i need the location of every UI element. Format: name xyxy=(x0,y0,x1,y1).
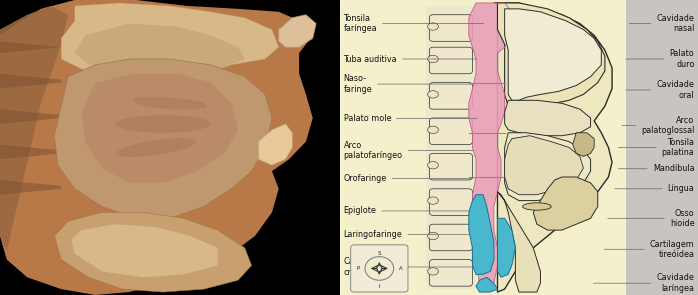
Text: Epiglote: Epiglote xyxy=(343,206,484,215)
FancyBboxPatch shape xyxy=(429,153,473,180)
Polygon shape xyxy=(476,277,498,292)
Text: Cartilagem
tireóidea: Cartilagem tireóidea xyxy=(604,240,695,259)
Ellipse shape xyxy=(428,55,438,63)
Text: Cavidade
oral: Cavidade oral xyxy=(625,80,695,100)
Ellipse shape xyxy=(116,138,197,157)
Polygon shape xyxy=(61,3,279,77)
Text: Laringofaringe: Laringofaringe xyxy=(343,230,480,239)
Text: Cartilagem
cricóidea: Cartilagem cricóidea xyxy=(343,257,473,277)
Polygon shape xyxy=(258,124,292,165)
Text: Tonsila
palatina: Tonsila palatina xyxy=(618,138,695,157)
Ellipse shape xyxy=(428,232,438,240)
FancyBboxPatch shape xyxy=(429,15,473,41)
Text: Arco
palatofaríngeo: Arco palatofaríngeo xyxy=(343,141,473,160)
Bar xyxy=(340,0,626,295)
Circle shape xyxy=(365,257,394,280)
FancyBboxPatch shape xyxy=(429,189,473,215)
Ellipse shape xyxy=(428,23,438,30)
Polygon shape xyxy=(0,6,68,251)
Polygon shape xyxy=(469,3,512,283)
Ellipse shape xyxy=(428,162,438,169)
Text: Naso-
faringe: Naso- faringe xyxy=(343,74,473,94)
Polygon shape xyxy=(498,218,515,277)
Polygon shape xyxy=(0,0,313,295)
FancyBboxPatch shape xyxy=(429,260,473,286)
Polygon shape xyxy=(505,9,601,100)
Polygon shape xyxy=(572,133,594,156)
Text: A: A xyxy=(399,266,403,271)
Polygon shape xyxy=(0,41,61,53)
Polygon shape xyxy=(505,133,591,201)
Ellipse shape xyxy=(523,203,551,210)
Bar xyxy=(426,6,476,289)
Polygon shape xyxy=(533,177,597,230)
Text: Língua: Língua xyxy=(615,184,695,193)
Polygon shape xyxy=(71,224,218,277)
FancyBboxPatch shape xyxy=(429,83,473,109)
Text: S: S xyxy=(378,251,381,255)
Text: Cavidade
laríngea: Cavidade laríngea xyxy=(593,273,695,293)
Bar xyxy=(626,0,698,295)
Text: P: P xyxy=(356,266,359,271)
Polygon shape xyxy=(54,59,272,218)
Text: Palato mole: Palato mole xyxy=(343,114,477,123)
Ellipse shape xyxy=(428,126,438,133)
Text: Cavidade
nasal: Cavidade nasal xyxy=(629,14,695,33)
Polygon shape xyxy=(494,3,612,292)
Text: Osso
hioide: Osso hioide xyxy=(608,209,695,228)
Text: Tuba auditiva: Tuba auditiva xyxy=(343,55,477,63)
FancyBboxPatch shape xyxy=(429,47,473,74)
FancyBboxPatch shape xyxy=(350,245,408,292)
Ellipse shape xyxy=(428,268,438,275)
Ellipse shape xyxy=(428,91,438,98)
Ellipse shape xyxy=(428,197,438,204)
Text: Arco
palatoglossal: Arco palatoglossal xyxy=(622,116,695,135)
Text: Tonsila
faríngea: Tonsila faríngea xyxy=(343,14,484,33)
Polygon shape xyxy=(498,192,540,292)
FancyBboxPatch shape xyxy=(429,224,473,251)
Ellipse shape xyxy=(133,97,207,110)
Polygon shape xyxy=(0,145,61,159)
Polygon shape xyxy=(0,109,61,124)
FancyBboxPatch shape xyxy=(429,118,473,145)
Polygon shape xyxy=(469,195,494,274)
Polygon shape xyxy=(0,180,61,195)
Text: Orofaringe: Orofaringe xyxy=(343,174,473,183)
Polygon shape xyxy=(75,24,245,71)
Polygon shape xyxy=(498,3,605,109)
Ellipse shape xyxy=(116,115,211,133)
Polygon shape xyxy=(505,136,584,195)
Text: Palato
duro: Palato duro xyxy=(625,49,695,69)
Polygon shape xyxy=(505,100,591,136)
Polygon shape xyxy=(54,212,251,292)
Polygon shape xyxy=(82,74,238,183)
Text: I: I xyxy=(378,284,380,289)
Text: Mandíbula: Mandíbula xyxy=(618,164,695,173)
Polygon shape xyxy=(0,74,61,88)
Polygon shape xyxy=(279,15,316,47)
